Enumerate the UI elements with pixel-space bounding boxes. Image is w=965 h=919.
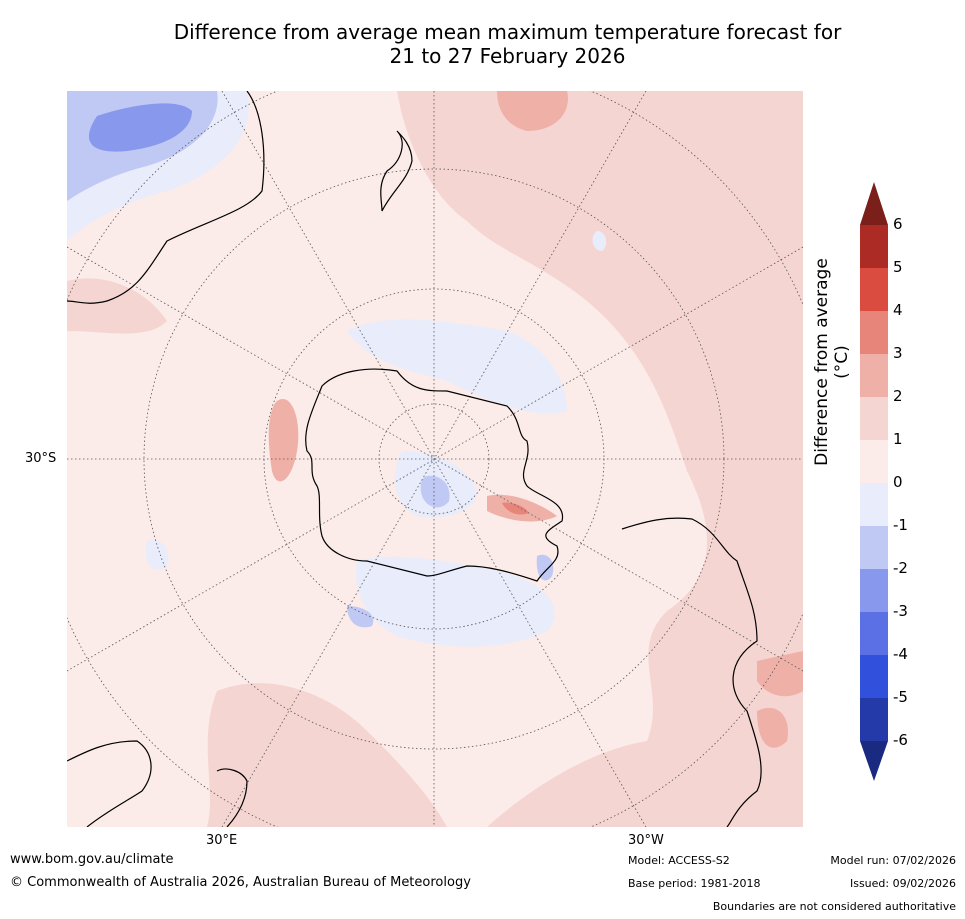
colorbar-tick-label: 5 <box>893 258 903 276</box>
colorbar-bin <box>860 268 888 311</box>
colorbar-bin <box>860 311 888 354</box>
anomaly-2-3-west-ice <box>268 399 299 482</box>
boundary-disclaimer: Boundaries are not considered authoritat… <box>712 900 956 913</box>
colorbar-tick-label: -1 <box>893 516 908 534</box>
colorbar-tick-label: -4 <box>893 645 908 663</box>
antarctica-coastline <box>305 368 564 582</box>
warm-band-pacific <box>397 91 803 827</box>
cool-patch-ocean-north <box>592 231 607 251</box>
colorbar-tick-label: -6 <box>893 731 908 749</box>
colorbar-bin <box>860 397 888 440</box>
meridian-30w-150e <box>221 91 647 827</box>
cool-area-ross-sea <box>356 556 555 647</box>
map-svg <box>67 91 803 827</box>
model-run-date: Model run: 07/02/2026 <box>830 854 956 867</box>
colorbar-bin <box>860 526 888 569</box>
colorbar-bin <box>860 225 888 268</box>
colorbar-bin <box>860 612 888 655</box>
anomaly-2-3-north <box>497 91 568 131</box>
axis-label-30e: 30°E <box>206 833 238 848</box>
africa-coastline <box>67 740 152 827</box>
madagascar-coastline <box>216 768 248 827</box>
colorbar-tick-label: 6 <box>893 215 903 233</box>
colorbar-tick-label: -3 <box>893 602 908 620</box>
colorbar-label: Difference from average (°C) <box>812 258 852 466</box>
meridian-60w-120e <box>67 246 803 672</box>
south-america-coastline <box>621 517 762 827</box>
colorbar-bin <box>860 354 888 397</box>
chart-title: Difference from average mean maximum tem… <box>60 20 955 68</box>
cool-area-east-antarctica-core <box>420 475 450 508</box>
colorbar <box>860 182 888 781</box>
website-link[interactable]: www.bom.gov.au/climate <box>10 852 174 867</box>
cool-area-indian-ocean-strong <box>88 103 192 152</box>
warm-patch-south <box>207 683 447 827</box>
warm-patch-south-atlantic <box>657 648 727 715</box>
axis-label-30w: 30°W <box>628 833 664 848</box>
colorbar-bin <box>860 698 888 741</box>
colorbar-tick-label: -5 <box>893 688 908 706</box>
issued-date: Issued: 09/02/2026 <box>849 877 956 890</box>
warm-patch-west <box>67 278 167 334</box>
anomaly-3-4-peninsula <box>502 502 529 515</box>
colorbar-tick-label: 4 <box>893 301 903 319</box>
forecast-map <box>67 91 803 827</box>
anomaly-2-3-south-america <box>757 651 803 697</box>
colorbar-bin <box>860 569 888 612</box>
title-line-2: 21 to 27 February 2026 <box>389 44 626 68</box>
model-name: Model: ACCESS-S2 <box>628 854 730 867</box>
colorbar-bin <box>860 440 888 483</box>
colorbar-bin <box>860 655 888 698</box>
base-period: Base period: 1981-2018 <box>628 877 761 890</box>
new-zealand-coastline <box>380 130 413 212</box>
anomaly-2-3-south-pacific <box>757 707 788 748</box>
coastlines <box>67 91 762 827</box>
colorbar-bin <box>860 483 888 526</box>
colorbar-tick-label: 3 <box>893 344 903 362</box>
colorbar-tick-label: 2 <box>893 387 903 405</box>
colorbar-tick-label: -2 <box>893 559 908 577</box>
cool-area-south-pacific <box>347 606 374 628</box>
copyright-text: © Commonwealth of Australia 2026, Austra… <box>10 875 471 890</box>
australia-coastline <box>67 91 265 304</box>
colorbar-extend-high <box>860 182 888 225</box>
colorbar-tick-label: 1 <box>893 430 903 448</box>
cool-area-ross-core <box>536 554 554 581</box>
colorbar-tick-label: 0 <box>893 473 903 491</box>
axis-label-30s: 30°S <box>25 451 57 466</box>
graticule <box>67 91 803 827</box>
cool-area-weddell-sea <box>347 319 567 414</box>
title-line-1: Difference from average mean maximum tem… <box>173 20 842 44</box>
colorbar-extend-low <box>860 741 888 781</box>
